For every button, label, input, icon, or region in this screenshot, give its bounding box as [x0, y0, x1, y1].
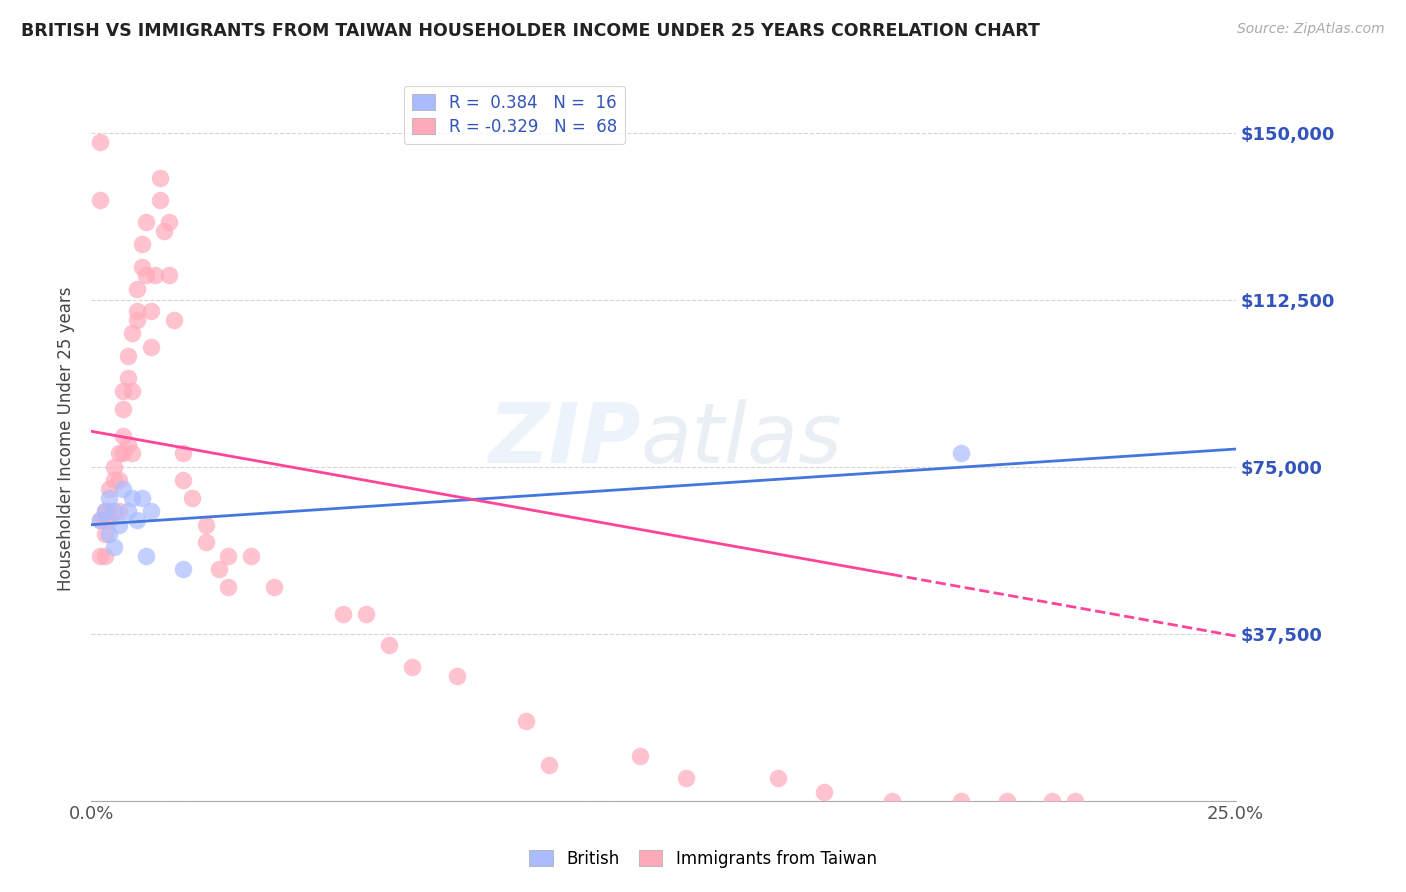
Point	[162, 313, 184, 327]
Point	[103, 459, 125, 474]
Point	[143, 268, 166, 283]
Point	[194, 535, 217, 549]
Point	[135, 268, 157, 283]
Point	[89, 513, 111, 527]
Point	[112, 428, 135, 442]
Point	[1042, 794, 1064, 808]
Point	[180, 491, 202, 505]
Text: atlas: atlas	[641, 399, 842, 480]
Point	[121, 326, 143, 341]
Point	[107, 446, 129, 460]
Point	[354, 607, 377, 621]
Point	[139, 304, 162, 318]
Point	[112, 384, 135, 399]
Point	[98, 504, 121, 518]
Point	[107, 473, 129, 487]
Legend: British, Immigrants from Taiwan: British, Immigrants from Taiwan	[523, 844, 883, 875]
Point	[125, 313, 148, 327]
Point	[89, 135, 111, 149]
Point	[125, 513, 148, 527]
Point	[218, 580, 240, 594]
Point	[112, 446, 135, 460]
Y-axis label: Householder Income Under 25 years: Householder Income Under 25 years	[58, 287, 75, 591]
Point	[121, 384, 143, 399]
Point	[117, 349, 139, 363]
Point	[208, 562, 231, 576]
Point	[139, 504, 162, 518]
Point	[125, 304, 148, 318]
Point	[995, 794, 1018, 808]
Point	[131, 491, 153, 505]
Point	[98, 491, 121, 505]
Point	[263, 580, 285, 594]
Point	[153, 224, 176, 238]
Point	[89, 549, 111, 563]
Point	[117, 371, 139, 385]
Point	[103, 473, 125, 487]
Point	[766, 772, 789, 786]
Point	[630, 749, 652, 764]
Point	[172, 473, 194, 487]
Point	[675, 772, 697, 786]
Point	[149, 193, 172, 207]
Point	[117, 437, 139, 451]
Point	[1064, 794, 1087, 808]
Point	[94, 504, 117, 518]
Point	[218, 549, 240, 563]
Point	[157, 268, 180, 283]
Point	[89, 513, 111, 527]
Point	[94, 549, 117, 563]
Point	[149, 170, 172, 185]
Point	[103, 540, 125, 554]
Point	[125, 282, 148, 296]
Point	[107, 517, 129, 532]
Point	[121, 491, 143, 505]
Point	[377, 638, 399, 652]
Point	[103, 504, 125, 518]
Point	[112, 402, 135, 417]
Point	[94, 526, 117, 541]
Point	[537, 758, 560, 772]
Point	[98, 513, 121, 527]
Point	[949, 794, 972, 808]
Text: BRITISH VS IMMIGRANTS FROM TAIWAN HOUSEHOLDER INCOME UNDER 25 YEARS CORRELATION : BRITISH VS IMMIGRANTS FROM TAIWAN HOUSEH…	[21, 22, 1040, 40]
Point	[117, 504, 139, 518]
Point	[94, 513, 117, 527]
Point	[401, 660, 423, 674]
Point	[813, 785, 835, 799]
Point	[194, 517, 217, 532]
Point	[172, 562, 194, 576]
Point	[332, 607, 354, 621]
Point	[515, 714, 537, 728]
Point	[240, 549, 263, 563]
Point	[131, 260, 153, 274]
Point	[135, 549, 157, 563]
Point	[107, 504, 129, 518]
Text: Source: ZipAtlas.com: Source: ZipAtlas.com	[1237, 22, 1385, 37]
Point	[157, 215, 180, 229]
Point	[94, 504, 117, 518]
Point	[135, 215, 157, 229]
Point	[172, 446, 194, 460]
Point	[112, 482, 135, 496]
Point	[446, 669, 468, 683]
Point	[98, 482, 121, 496]
Point	[89, 193, 111, 207]
Legend: R =  0.384   N =  16, R = -0.329   N =  68: R = 0.384 N = 16, R = -0.329 N = 68	[404, 86, 626, 145]
Point	[882, 794, 904, 808]
Point	[121, 446, 143, 460]
Point	[131, 237, 153, 252]
Point	[98, 526, 121, 541]
Point	[949, 446, 972, 460]
Point	[139, 340, 162, 354]
Text: ZIP: ZIP	[488, 399, 641, 480]
